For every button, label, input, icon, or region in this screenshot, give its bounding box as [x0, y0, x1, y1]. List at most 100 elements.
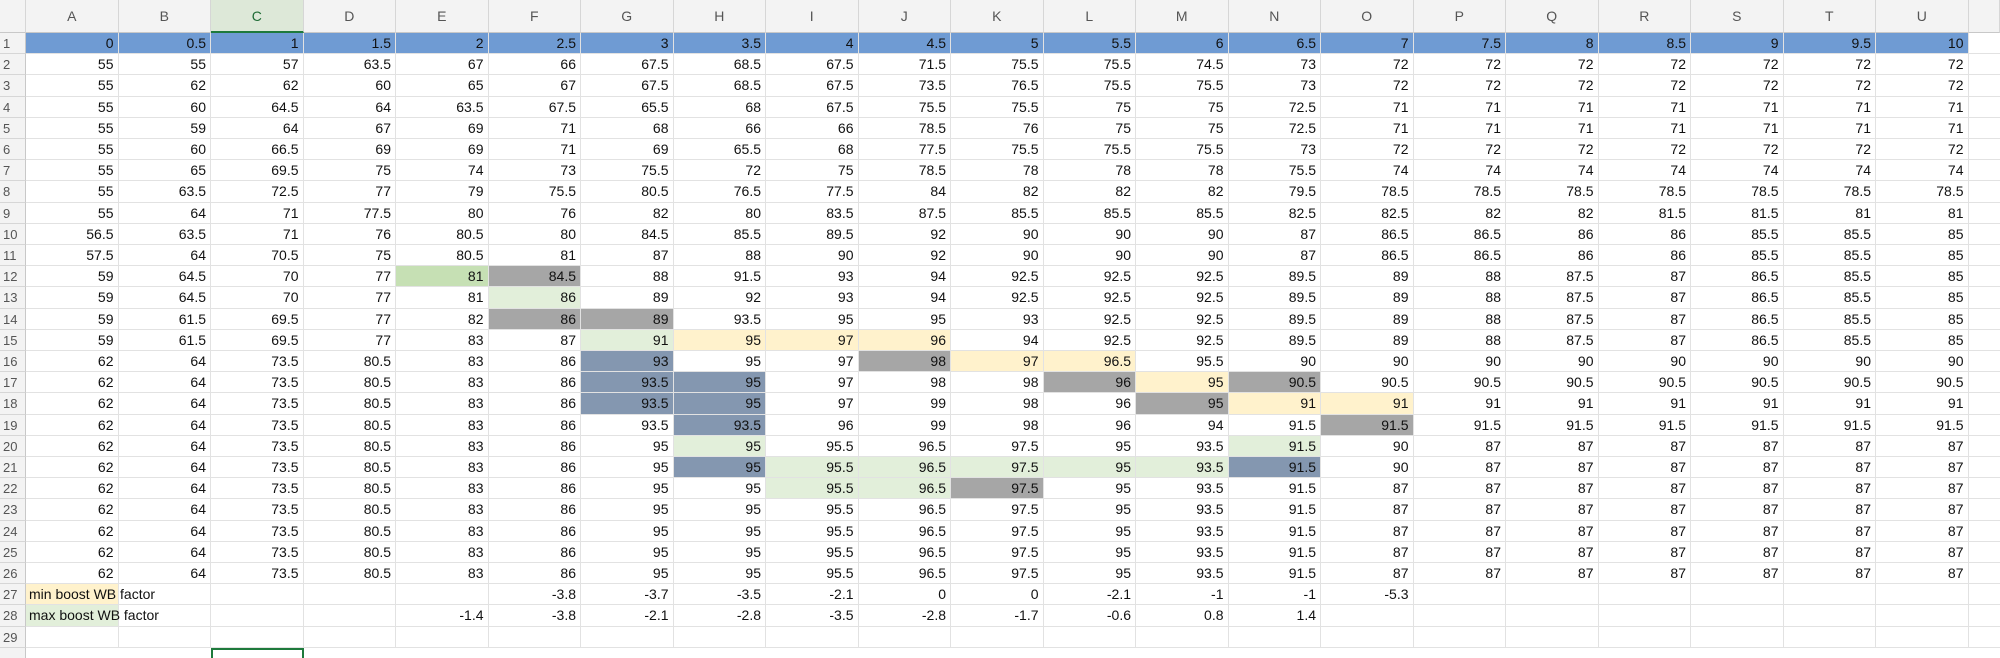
cell[interactable]: 86: [488, 351, 581, 373]
column-header[interactable]: D: [303, 0, 396, 33]
cell[interactable]: 73: [1228, 54, 1321, 76]
cell[interactable]: 91: [1598, 393, 1691, 415]
cell[interactable]: 55: [26, 160, 119, 182]
cell[interactable]: 87: [1783, 541, 1876, 563]
cell[interactable]: 86: [488, 393, 581, 415]
cell[interactable]: 96.5: [858, 520, 951, 542]
cell[interactable]: 85: [1876, 245, 1969, 267]
cell[interactable]: 79.5: [1228, 181, 1321, 203]
cell[interactable]: 91.5: [1228, 499, 1321, 521]
cell[interactable]: 95: [581, 478, 674, 500]
column-header[interactable]: K: [951, 0, 1044, 33]
cell[interactable]: 95: [673, 457, 766, 479]
cell[interactable]: 68.5: [673, 75, 766, 97]
cell[interactable]: [488, 626, 581, 648]
cell[interactable]: 4: [766, 33, 859, 55]
cell[interactable]: 85: [1876, 329, 1969, 351]
cell[interactable]: 67.5: [581, 75, 674, 97]
cell[interactable]: 86: [488, 563, 581, 585]
cell[interactable]: 87: [1598, 457, 1691, 479]
cell[interactable]: 3.5: [673, 33, 766, 55]
cell[interactable]: 64: [118, 478, 211, 500]
cell[interactable]: 83: [396, 563, 489, 585]
cell[interactable]: 81: [488, 245, 581, 267]
cell[interactable]: 74: [1691, 160, 1784, 182]
cell[interactable]: 87: [1321, 499, 1414, 521]
cell[interactable]: 73: [1228, 75, 1321, 97]
cell[interactable]: 69.5: [211, 308, 304, 330]
cell[interactable]: -1.4: [396, 605, 489, 627]
cell[interactable]: 75.5: [951, 96, 1044, 118]
cell[interactable]: 93.5: [1136, 478, 1229, 500]
cell[interactable]: 87: [1598, 520, 1691, 542]
cell[interactable]: 96.5: [858, 541, 951, 563]
cell[interactable]: 73.5: [858, 75, 951, 97]
cell[interactable]: 91.5: [1228, 541, 1321, 563]
cell[interactable]: 64: [118, 457, 211, 479]
cell[interactable]: 75: [1043, 96, 1136, 118]
cell[interactable]: 57: [211, 54, 304, 76]
cell[interactable]: 91: [1876, 393, 1969, 415]
cell[interactable]: 94: [1136, 414, 1229, 436]
cell[interactable]: 96.5: [858, 478, 951, 500]
cell[interactable]: 86: [488, 372, 581, 394]
cell[interactable]: 75: [303, 245, 396, 267]
cell[interactable]: 98: [951, 372, 1044, 394]
cell[interactable]: 87: [1321, 520, 1414, 542]
cell[interactable]: 1.5: [303, 33, 396, 55]
cell[interactable]: 64: [118, 499, 211, 521]
cell[interactable]: 94: [951, 329, 1044, 351]
cell[interactable]: 71.5: [858, 54, 951, 76]
cell[interactable]: 72: [1691, 54, 1784, 76]
row-number[interactable]: 27: [0, 584, 26, 606]
cell[interactable]: 68: [673, 96, 766, 118]
cell[interactable]: 79: [396, 181, 489, 203]
cell[interactable]: 95: [673, 351, 766, 373]
row-number[interactable]: 25: [0, 541, 26, 563]
cell[interactable]: 86: [488, 414, 581, 436]
column-header[interactable]: U: [1876, 0, 1969, 33]
cell[interactable]: 75.5: [1228, 160, 1321, 182]
cell[interactable]: [1506, 605, 1599, 627]
cell[interactable]: 75: [1043, 117, 1136, 139]
cell[interactable]: 62: [26, 499, 119, 521]
cell[interactable]: 90: [1043, 223, 1136, 245]
cell[interactable]: 67: [303, 117, 396, 139]
row-number[interactable]: 17: [0, 372, 26, 394]
cell[interactable]: 61.5: [118, 308, 211, 330]
cell[interactable]: [1691, 584, 1784, 606]
cell[interactable]: 71: [1598, 96, 1691, 118]
cell[interactable]: 3: [581, 33, 674, 55]
cell[interactable]: 73.5: [211, 393, 304, 415]
cell[interactable]: [118, 584, 211, 606]
cell[interactable]: 91.5: [673, 266, 766, 288]
cell[interactable]: 73: [488, 160, 581, 182]
cell[interactable]: 72: [1783, 139, 1876, 161]
cell[interactable]: 95: [1043, 541, 1136, 563]
cell[interactable]: 87: [1413, 435, 1506, 457]
cell[interactable]: 73.5: [211, 563, 304, 585]
cell[interactable]: 71: [1783, 117, 1876, 139]
cell[interactable]: 87: [1598, 563, 1691, 585]
cell[interactable]: 72: [673, 160, 766, 182]
row-number[interactable]: 28: [0, 605, 26, 627]
cell[interactable]: 94: [858, 287, 951, 309]
cell[interactable]: [211, 605, 304, 627]
cell[interactable]: 89: [1321, 266, 1414, 288]
cell[interactable]: 87: [1321, 541, 1414, 563]
cell[interactable]: 87: [1876, 478, 1969, 500]
cell[interactable]: 90: [766, 245, 859, 267]
cell[interactable]: 67.5: [766, 75, 859, 97]
cell[interactable]: 89: [581, 308, 674, 330]
cell[interactable]: 87: [1413, 563, 1506, 585]
cell[interactable]: 80.5: [303, 351, 396, 373]
cell[interactable]: 55: [26, 96, 119, 118]
cell[interactable]: [1506, 584, 1599, 606]
cell[interactable]: [396, 626, 489, 648]
cell[interactable]: 91: [1228, 393, 1321, 415]
cell[interactable]: 82.5: [1321, 202, 1414, 224]
cell[interactable]: 95.5: [766, 541, 859, 563]
row-number[interactable]: 7: [0, 160, 26, 182]
cell[interactable]: 69: [396, 117, 489, 139]
cell[interactable]: 89.5: [1228, 266, 1321, 288]
